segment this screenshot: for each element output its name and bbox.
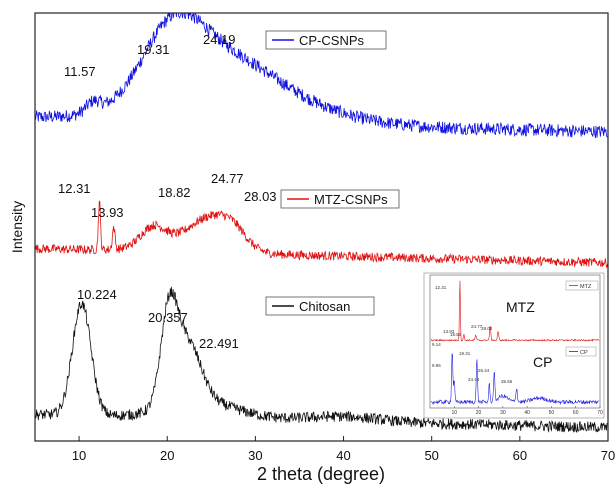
inset-x-tick-label: 30 <box>500 410 506 416</box>
inset-peak-label: 9.95 <box>432 363 441 368</box>
inset-legend-box <box>565 280 599 291</box>
inset-x-tick-label: 70 <box>597 410 603 416</box>
inset-legend-box <box>565 346 597 357</box>
inset-series-line-mtz <box>430 280 600 342</box>
legend-label: CP-CSNPs <box>299 33 365 48</box>
inset-x-tick-label: 60 <box>573 410 579 416</box>
series-line-cp-csnps <box>35 13 608 139</box>
inset-frame <box>429 274 601 409</box>
peak-label: 11.57 <box>64 64 96 79</box>
inset-background <box>423 272 605 419</box>
inset-x-tick-label: 20 <box>476 410 482 416</box>
legends: CP-CSNPs MTZ-CSNPs Chitosan <box>265 30 400 316</box>
legend-box <box>265 296 375 316</box>
peak-label: 24.19 <box>203 32 236 47</box>
inset-series-name: CP <box>533 354 552 370</box>
peak-label: 10.224 <box>77 287 117 302</box>
inset-legend-mtz: MTZ <box>565 280 599 291</box>
legend-label: MTZ-CSNPs <box>314 192 388 207</box>
x-tick-label: 20 <box>160 448 174 463</box>
inset-peak-label: 24.77 <box>471 324 483 329</box>
inset-peak-label: 19.31 <box>459 351 471 356</box>
inset-peak-label: 12.31 <box>435 285 447 290</box>
inset-legend-label: MTZ <box>580 284 592 290</box>
inset-peak-label: 24.44 <box>468 377 480 382</box>
plot-frame <box>34 12 609 442</box>
legend-box <box>265 30 387 50</box>
y-axis-label: Intensity <box>9 201 25 253</box>
peak-label: 18.82 <box>158 185 191 200</box>
legend-mtz-csnps: MTZ-CSNPs <box>280 189 400 209</box>
inset-peak-label: 9.14 <box>432 342 441 347</box>
inset-x-tick-label: 40 <box>524 410 530 416</box>
x-tick-label: 70 <box>601 448 615 463</box>
legend-cp-csnps: CP-CSNPs <box>265 30 387 50</box>
peak-label: 22.491 <box>199 336 239 351</box>
inset-peak-label: 13.93 <box>443 329 455 334</box>
peak-label: 13.93 <box>91 205 124 220</box>
plot-area <box>35 13 608 434</box>
inset-peak-label: 26.44 <box>478 368 490 373</box>
series-line-chitosan <box>35 286 608 434</box>
diffraction-curves <box>35 13 608 434</box>
peak-label: 19.31 <box>137 42 170 57</box>
x-tick-label: 40 <box>336 448 350 463</box>
series-line-mtz-csnps <box>35 200 608 268</box>
inset-peak-label: 35.65 <box>501 379 513 384</box>
peak-label: 12.31 <box>58 181 91 196</box>
peak-label: 28.03 <box>244 189 277 204</box>
inset-legend-cp: CP <box>565 346 597 357</box>
inset-legend-label: CP <box>580 350 588 356</box>
inset-x-tick-label: 50 <box>549 410 555 416</box>
x-tick-label: 10 <box>72 448 86 463</box>
x-tick-label: 30 <box>248 448 262 463</box>
inset-series-line-cp <box>431 353 600 405</box>
legend-label: Chitosan <box>299 299 350 314</box>
legend-box <box>280 189 400 209</box>
peak-label: 24.77 <box>211 171 244 186</box>
x-axis-label: 2 theta (degree) <box>257 464 385 484</box>
x-tick-label: 60 <box>513 448 527 463</box>
legend-chitosan: Chitosan <box>265 296 375 316</box>
inset-peak-label: 28.03 <box>481 326 493 331</box>
x-axis: 10 20 30 40 50 60 70 <box>72 436 615 463</box>
inset-series-name: MTZ <box>506 299 535 315</box>
x-tick-label: 50 <box>424 448 438 463</box>
inset-x-tick-label: 10 <box>452 410 458 416</box>
peak-label: 20.357 <box>148 310 188 325</box>
inset-peak-label: 18.82 <box>450 332 462 337</box>
